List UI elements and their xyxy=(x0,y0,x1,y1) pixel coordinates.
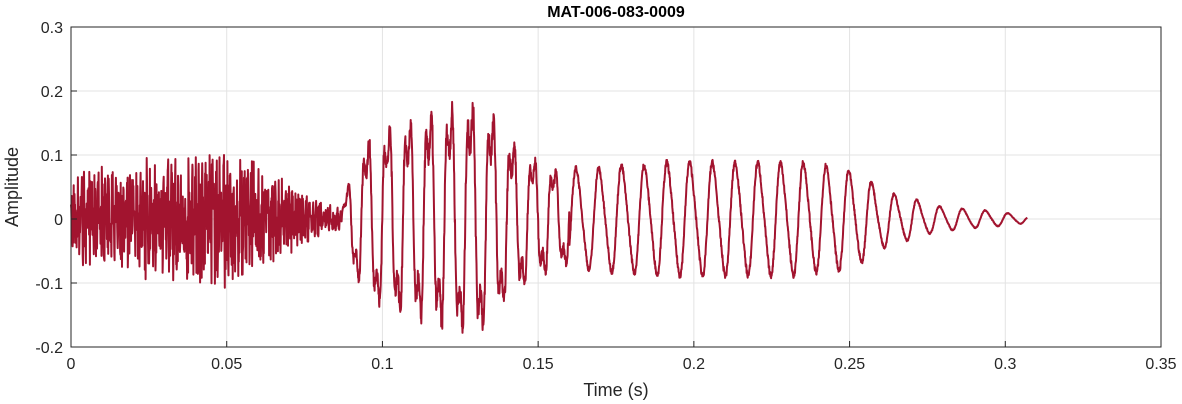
signal-line xyxy=(70,100,1028,334)
y-tick-label: 0.1 xyxy=(41,148,63,165)
x-axis-label: Time (s) xyxy=(583,380,648,400)
x-tick-label: 0.05 xyxy=(211,356,242,373)
x-tick-label: 0.1 xyxy=(371,356,393,373)
y-tick-label: 0.2 xyxy=(41,84,63,101)
x-tick-label: 0 xyxy=(67,356,76,373)
x-axis: 0 0.05 0.1 0.15 0.2 0.25 0.3 0.35 xyxy=(67,341,1177,373)
x-tick-label: 0.25 xyxy=(834,356,865,373)
y-tick-label: 0 xyxy=(54,212,63,229)
y-tick-label: 0.3 xyxy=(41,20,63,37)
x-tick-label: 0.2 xyxy=(683,356,705,373)
chart-title: MAT-006-083-0009 xyxy=(547,4,685,21)
x-tick-label: 0.15 xyxy=(523,356,554,373)
y-tick-label: -0.1 xyxy=(35,276,63,293)
y-axis: -0.2 -0.1 0 0.1 0.2 0.3 xyxy=(35,20,77,357)
y-axis-label: Amplitude xyxy=(2,147,22,227)
x-tick-label: 0.3 xyxy=(994,356,1016,373)
x-tick-label: 0.35 xyxy=(1145,356,1176,373)
y-tick-label: -0.2 xyxy=(35,340,63,357)
plot-box xyxy=(70,26,1162,348)
